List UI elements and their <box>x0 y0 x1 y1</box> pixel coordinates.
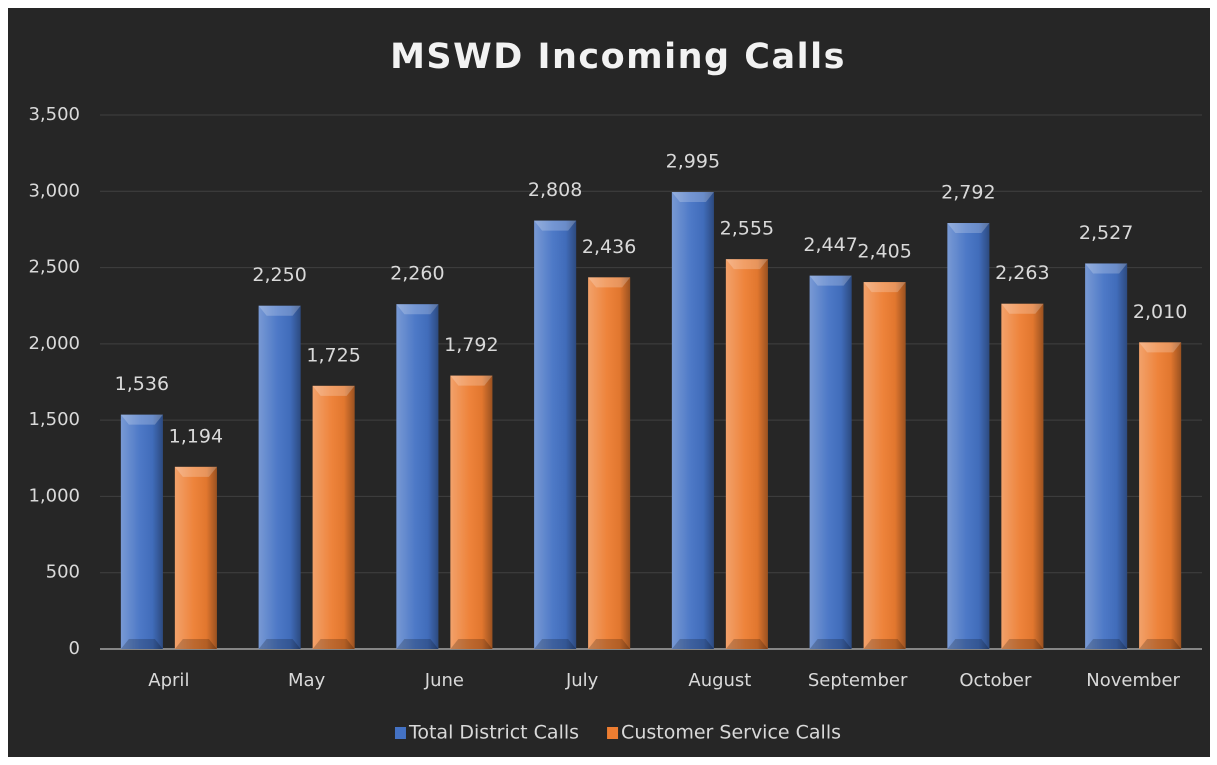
bar-shade <box>174 466 217 649</box>
bar-bevel <box>809 639 852 649</box>
x-tick-label: May <box>288 670 326 691</box>
x-tick-label: April <box>148 670 189 691</box>
x-tick-label: October <box>959 670 1032 691</box>
bar-bevel <box>671 192 714 203</box>
data-label: 2,260 <box>390 263 444 285</box>
x-tick-label: November <box>1086 670 1180 691</box>
data-label: 1,725 <box>306 344 360 366</box>
bar-bevel <box>725 259 768 270</box>
bar-bevel <box>120 639 163 649</box>
x-tick-label: July <box>565 670 599 691</box>
bar-bevel <box>1085 263 1128 274</box>
legend-label: Customer Service Calls <box>621 722 841 744</box>
bar-bevel <box>588 639 631 649</box>
data-label: 2,010 <box>1133 301 1187 323</box>
bar-shade <box>312 385 355 649</box>
legend-label: Total District Calls <box>408 722 579 744</box>
bar-bevel <box>396 639 439 649</box>
data-label: 2,436 <box>582 236 636 258</box>
x-tick-label: June <box>424 670 464 691</box>
data-label: 2,527 <box>1079 222 1133 244</box>
bar-bevel <box>396 304 439 315</box>
data-label: 1,194 <box>169 425 223 447</box>
bar-bevel <box>258 305 301 316</box>
legend-marker <box>394 727 406 739</box>
data-label: 2,792 <box>941 182 995 204</box>
bar-bevel <box>450 375 493 386</box>
bar-shade <box>588 277 631 649</box>
bar-bevel <box>588 277 631 288</box>
bar-bevel <box>450 639 493 649</box>
data-label: 2,263 <box>995 262 1049 284</box>
data-label: 1,536 <box>115 373 169 395</box>
bar-bevel <box>671 639 714 649</box>
bar-bevel <box>534 220 577 231</box>
data-label: 2,250 <box>252 264 306 286</box>
bar-shade <box>396 304 439 649</box>
bar-shade <box>671 192 714 649</box>
bar-bevel <box>863 282 906 293</box>
y-tick-label: 0 <box>69 638 80 659</box>
data-label: 2,555 <box>720 218 774 240</box>
y-tick-label: 3,500 <box>28 104 80 125</box>
bar-shade <box>1085 263 1128 649</box>
bar-bevel <box>947 639 990 649</box>
y-tick-label: 2,500 <box>28 257 80 278</box>
bar-bevel <box>312 639 355 649</box>
bar-bevel <box>312 385 355 396</box>
bar-bevel <box>947 223 990 234</box>
data-label: 2,447 <box>803 234 857 256</box>
bar-bevel <box>534 639 577 649</box>
x-tick-label: September <box>808 670 908 691</box>
bar-shade <box>725 259 768 649</box>
bar-shade <box>534 220 577 650</box>
y-tick-label: 3,000 <box>28 180 80 201</box>
bar-bevel <box>174 639 217 649</box>
bar-shade <box>1001 303 1044 649</box>
bar-shade <box>947 223 990 649</box>
bar-shade <box>863 282 906 649</box>
bar-bevel <box>725 639 768 649</box>
bar-shade <box>120 414 163 649</box>
chart-title: MSWD Incoming Calls <box>390 37 846 77</box>
y-tick-label: 1,000 <box>28 485 80 506</box>
bar-shade <box>1139 342 1182 649</box>
y-tick-label: 1,500 <box>28 409 80 430</box>
bar-bevel <box>1085 639 1128 649</box>
bar-shade <box>450 375 493 649</box>
data-label: 1,792 <box>444 334 498 356</box>
data-label: 2,808 <box>528 179 582 201</box>
y-tick-label: 2,000 <box>28 333 80 354</box>
bar-bevel <box>1001 303 1044 314</box>
data-label: 2,405 <box>857 241 911 263</box>
bar-bevel <box>1139 639 1182 649</box>
bar-bevel <box>120 414 163 425</box>
bar-bevel <box>174 466 217 477</box>
bar-bevel <box>1001 639 1044 649</box>
y-tick-label: 500 <box>46 562 80 583</box>
bar-bevel <box>1139 342 1182 353</box>
bar-bevel <box>863 639 906 649</box>
x-tick-label: August <box>688 670 751 691</box>
legend-marker <box>607 727 619 739</box>
data-label: 2,995 <box>666 151 720 173</box>
bar-shade <box>258 305 301 649</box>
bar-bevel <box>809 275 852 286</box>
bar-shade <box>809 275 852 649</box>
bar-bevel <box>258 639 301 649</box>
